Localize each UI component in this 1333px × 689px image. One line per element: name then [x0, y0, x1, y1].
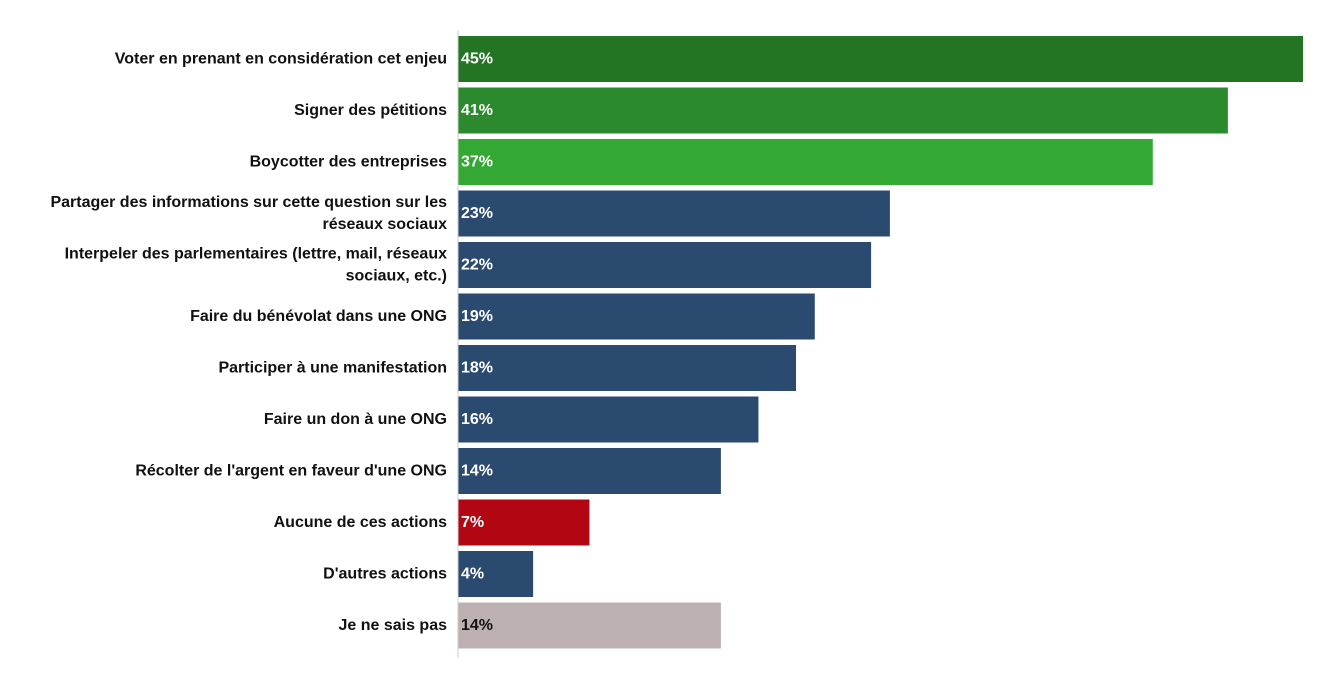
category-label-1-line-0: Signer des pétitions: [294, 102, 447, 119]
category-label-8-line-0: Récolter de l'argent en faveur d'une ONG: [135, 463, 447, 480]
category-label-2-line-0: Boycotter des entreprises: [250, 154, 448, 171]
category-label-0-line-0: Voter en prenant en considération cet en…: [115, 51, 447, 68]
category-label-7: Faire un don à une ONG: [264, 411, 447, 428]
value-label-11: 14%: [461, 617, 493, 634]
value-label-0: 45%: [461, 51, 493, 68]
value-label-3: 23%: [461, 205, 493, 222]
value-label-7: 16%: [461, 411, 493, 428]
category-label-4-line-0: Interpeler des parlementaires (lettre, m…: [65, 246, 448, 263]
category-label-11-line-0: Je ne sais pas: [338, 617, 447, 634]
bar-2: [458, 139, 1153, 185]
bar-8: [458, 448, 721, 494]
value-label-2: 37%: [461, 154, 493, 171]
category-label-6-line-0: Participer à une manifestation: [218, 360, 447, 377]
value-labels-group: 45% 41% 37% 23% 22% 19% 18% 16% 14% 7% 4% 14%: [461, 51, 493, 635]
category-label-4-line-1: sociaux, etc.): [346, 268, 447, 285]
bar-1: [458, 87, 1228, 134]
category-label-10-line-0: D'autres actions: [323, 566, 447, 583]
bar-9: [458, 499, 590, 546]
bar-4: [458, 242, 872, 288]
category-label-3-line-1: réseaux sociaux: [322, 216, 447, 233]
category-label-9-line-0: Aucune de ces actions: [274, 514, 447, 531]
category-label-11: Je ne sais pas: [338, 617, 447, 634]
bars-group: [458, 36, 1303, 649]
value-label-1: 41%: [461, 102, 493, 119]
category-label-5: Faire du bénévolat dans une ONG: [190, 308, 447, 325]
bar-10: [458, 551, 534, 597]
category-label-3-line-0: Partager des informations sur cette ques…: [50, 194, 447, 211]
bar-3: [458, 190, 890, 237]
bar-5: [458, 293, 815, 340]
bar-7: [458, 396, 759, 443]
value-label-5: 19%: [461, 308, 493, 325]
value-label-10: 4%: [461, 566, 484, 583]
category-label-1: Signer des pétitions: [294, 102, 447, 119]
category-label-4: Interpeler des parlementaires (lettre, m…: [65, 246, 448, 285]
category-label-3: Partager des informations sur cette ques…: [50, 194, 447, 233]
category-label-5-line-0: Faire du bénévolat dans une ONG: [190, 308, 447, 325]
category-label-0: Voter en prenant en considération cet en…: [115, 51, 447, 68]
bar-0: [458, 36, 1303, 82]
category-label-7-line-0: Faire un don à une ONG: [264, 411, 447, 428]
bar-6: [458, 345, 796, 391]
category-labels-group: Voter en prenant en considération cet en…: [50, 51, 447, 635]
value-label-4: 22%: [461, 257, 493, 274]
category-label-6: Participer à une manifestation: [218, 360, 447, 377]
category-label-8: Récolter de l'argent en faveur d'une ONG: [135, 463, 447, 480]
category-label-2: Boycotter des entreprises: [250, 154, 448, 171]
category-label-9: Aucune de ces actions: [274, 514, 447, 531]
category-label-10: D'autres actions: [323, 566, 447, 583]
value-label-9: 7%: [461, 514, 484, 531]
bar-11: [458, 602, 721, 649]
value-label-6: 18%: [461, 360, 493, 377]
value-label-8: 14%: [461, 463, 493, 480]
